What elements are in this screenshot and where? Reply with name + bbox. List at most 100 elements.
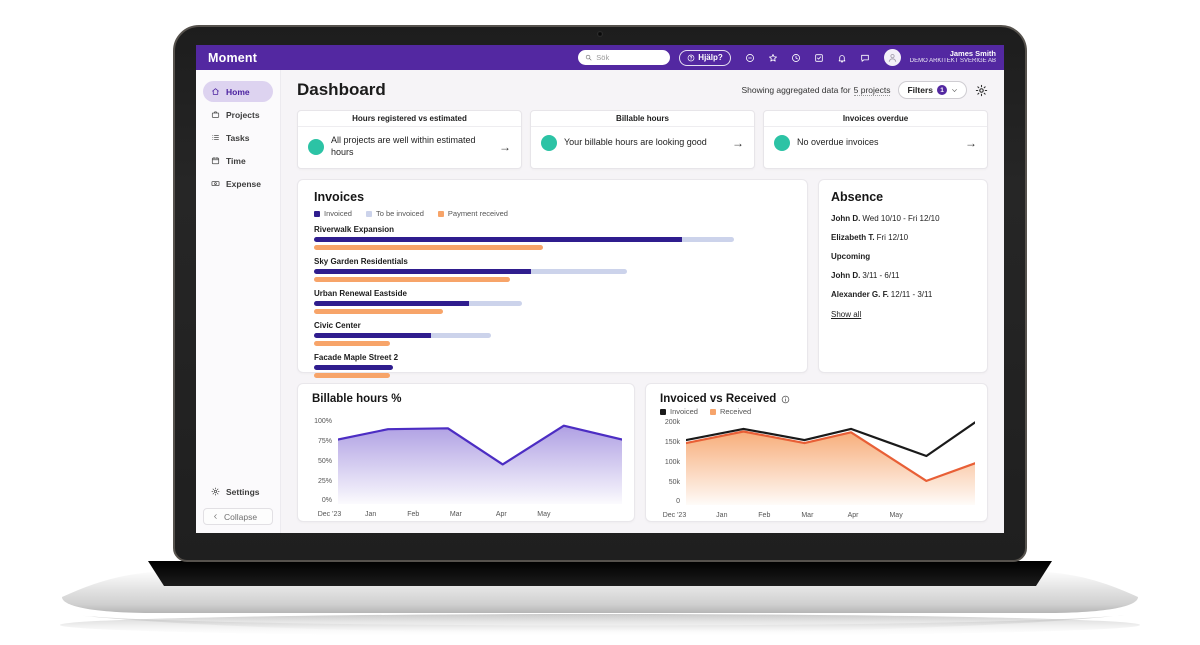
sidebar-spacer <box>196 196 280 479</box>
absence-title: Absence <box>831 190 884 205</box>
x-tick-label: Feb <box>758 512 771 520</box>
legend-swatch <box>660 408 666 415</box>
invoice-project-name: Civic Center <box>314 321 361 331</box>
x-tick-label: May <box>537 511 551 519</box>
summary-card-title: Hours registered vs estimated <box>298 111 521 127</box>
absence-name: Elizabeth T. <box>831 233 875 243</box>
summary-card-3[interactable]: Invoices overdue No overdue invoices → <box>763 110 988 170</box>
legend-swatch <box>437 210 444 217</box>
history-icon[interactable] <box>791 53 801 63</box>
check-square-icon[interactable] <box>814 53 824 63</box>
absence-dates: Fri 12/10 <box>876 233 909 243</box>
y-tick-label: 150k <box>664 439 680 447</box>
chat-icon[interactable] <box>860 53 870 63</box>
show-all-link[interactable]: Show all <box>831 310 862 320</box>
help-button[interactable]: Hjälp? <box>679 49 731 66</box>
legend-label: To be invoiced <box>375 209 424 219</box>
user-block[interactable]: James Smith DEMO ARKITEKT SVERIGE AB <box>910 49 996 66</box>
search-input[interactable]: Sök <box>578 50 671 65</box>
sidebar-item-settings[interactable]: Settings <box>203 481 273 502</box>
filters-count-badge: 1 <box>937 85 947 95</box>
aggregate-projects-link[interactable]: 5 projects <box>853 85 891 96</box>
help-label: Hjälp? <box>698 53 723 62</box>
x-tick-label: Mar <box>801 512 814 520</box>
absence-entry: Elizabeth T. Fri 12/10 <box>831 233 975 242</box>
status-icon[interactable] <box>745 53 755 63</box>
summary-card-message: No overdue invoices <box>797 137 879 148</box>
main-content: Dashboard Showing aggregated data for 5 p… <box>281 70 1004 533</box>
status-dot <box>774 135 790 151</box>
invoice-project-name: Sky Garden Residentials <box>314 257 408 267</box>
invoices-bars: Riverwalk Expansion Sky Garden Residentia… <box>314 225 791 379</box>
invoices-legend: Invoiced To be invoiced Payment received <box>314 209 791 218</box>
legend-swatch <box>709 408 716 415</box>
info-icon[interactable] <box>781 395 790 404</box>
star-icon[interactable] <box>768 53 778 63</box>
absence-entry: Alexander G. F. 12/11 - 3/11 <box>831 290 975 299</box>
sidebar-item-projects[interactable]: Projects <box>203 104 273 125</box>
billable-hours--svg <box>336 424 624 505</box>
sidebar-item-home[interactable]: Home <box>203 81 273 102</box>
summary-card-title: Invoices overdue <box>764 111 987 127</box>
invoice-row: Riverwalk Expansion <box>314 225 791 251</box>
avatar[interactable] <box>883 49 901 66</box>
legend-item: Received <box>709 407 752 417</box>
user-org: DEMO ARKITEKT SVERIGE AB <box>909 58 996 65</box>
status-dot <box>541 135 557 151</box>
absence-name: Alexander G. F. <box>831 290 889 300</box>
chevron-left-icon <box>212 513 219 520</box>
bell-icon[interactable] <box>837 53 847 63</box>
legend-label: Invoiced <box>670 407 698 417</box>
sidebar-item-label: Tasks <box>226 132 250 143</box>
absence-name: John D. <box>831 214 861 224</box>
billable-hours-y-axis: 100% 75% 50% 25% 0% <box>312 418 334 504</box>
arrow-right-icon[interactable]: → <box>965 136 977 150</box>
invoice-row: Sky Garden Residentials <box>314 257 791 283</box>
absence-entry: John D. 3/11 - 6/11 <box>831 271 975 280</box>
invoiced-bar <box>314 365 393 371</box>
sidebar-item-expense[interactable]: Expense <box>203 173 273 194</box>
sidebar-item-label: Projects <box>226 109 260 120</box>
y-tick-label: 0 <box>676 498 680 506</box>
collapse-label: Collapse <box>224 511 258 522</box>
legend-swatch <box>314 210 320 217</box>
sidebar-item-time[interactable]: Time <box>203 150 273 171</box>
summary-card-2[interactable]: Billable hours Your billable hours are lo… <box>530 110 755 170</box>
billable-hours-plot: Dec '23 Jan Feb Mar Apr May <box>318 418 624 520</box>
payment-received-bar <box>314 277 510 283</box>
status-dot <box>308 138 324 155</box>
sidebar-item-label: Settings <box>226 486 260 497</box>
sidebar-item-tasks[interactable]: Tasks <box>203 127 273 148</box>
person-icon <box>887 52 898 63</box>
invoice-project-name: Urban Renewal Eastside <box>314 289 407 299</box>
absence-list: John D. Wed 10/10 - Fri 12/10 Elizabeth T.… <box>831 214 975 299</box>
y-tick-label: 75% <box>317 438 332 446</box>
absence-upcoming-label: Upcoming <box>831 252 871 262</box>
invoiced-vs-received-plot: Dec '23 Jan Feb Mar Apr May <box>663 419 977 521</box>
summary-card-body: No overdue invoices → <box>764 127 987 161</box>
invoice-row: Facade Maple Street 2 <box>314 353 791 379</box>
legend-swatch <box>365 210 372 217</box>
legend-item: Invoiced <box>314 209 352 218</box>
arrow-right-icon[interactable]: → <box>732 136 744 150</box>
billable-hours-chart-card: Billable hours % 100% 75% 50% 25% 0% Dec '23… <box>297 383 635 523</box>
collapse-button[interactable]: Collapse <box>203 508 273 525</box>
dashboard-settings-gear-icon[interactable] <box>975 84 988 97</box>
help-icon <box>687 54 695 62</box>
legend-label: Received <box>719 407 752 417</box>
payment-received-bar <box>314 341 391 347</box>
page-title: Dashboard <box>297 80 386 99</box>
arrow-right-icon[interactable]: → <box>499 139 511 154</box>
money-icon <box>211 179 220 188</box>
summary-card-body: Your billable hours are looking good → <box>531 127 754 161</box>
invoice-bar-track <box>314 269 791 275</box>
x-tick-label: Mar <box>449 511 462 519</box>
filters-dropdown[interactable]: Filters 1 <box>898 81 967 99</box>
search-icon <box>585 54 592 61</box>
invoice-row: Civic Center <box>314 321 791 347</box>
summary-card-1[interactable]: Hours registered vs estimated All project… <box>297 110 522 170</box>
filters-label: Filters <box>907 85 933 95</box>
invoice-project-name: Facade Maple Street 2 <box>314 353 399 363</box>
app-window: Moment Sök Hjälp? James Smith DEMO ARKIT… <box>196 45 1004 533</box>
invoices-panel: Invoices Invoiced To be invoiced Payment r… <box>297 179 808 379</box>
